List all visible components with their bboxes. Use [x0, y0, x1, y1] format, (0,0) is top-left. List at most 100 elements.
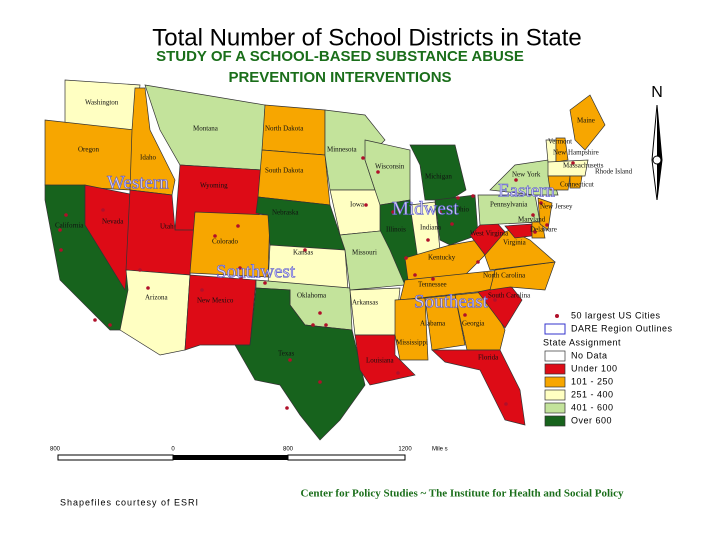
state	[547, 175, 571, 191]
city-dot	[138, 268, 142, 272]
city-dot	[463, 313, 467, 317]
state-label: Georgia	[462, 320, 485, 328]
state	[189, 211, 271, 278]
state	[257, 149, 331, 206]
state-label: Nebraska	[272, 209, 299, 217]
city-dot	[239, 276, 243, 280]
city-dot	[364, 203, 368, 207]
state-label: Utah	[160, 223, 174, 231]
city-dot	[571, 161, 575, 165]
center-credit: Center for Policy Studies ~ The Institut…	[301, 488, 624, 500]
state	[349, 287, 401, 336]
city-dot	[504, 402, 508, 406]
north-arrow	[651, 104, 663, 201]
city-dot	[285, 406, 289, 410]
scale-label: 800	[50, 447, 61, 453]
state	[234, 287, 366, 441]
state-label: Delaware	[530, 226, 557, 234]
city-dot	[93, 318, 97, 322]
city-dot	[236, 224, 240, 228]
city-dot	[539, 201, 543, 205]
state	[431, 349, 526, 426]
state-label: Oregon	[78, 146, 99, 154]
state-label: Oklahoma	[297, 292, 327, 300]
city-dot	[476, 260, 480, 264]
state	[555, 137, 569, 163]
city-dot	[404, 256, 408, 260]
city-dot	[58, 228, 62, 232]
state-label: Pennsylvania	[490, 201, 528, 209]
city-dot	[397, 208, 401, 212]
city-dot	[450, 222, 454, 226]
state-label: Wisconsin	[375, 163, 405, 171]
legend-swatch	[544, 389, 566, 401]
state-label: Kentucky	[428, 254, 456, 262]
city-dot	[238, 266, 242, 270]
city-dot	[324, 323, 328, 327]
state-label: Missouri	[352, 249, 377, 257]
legend-city-dot	[555, 314, 559, 318]
state-label: Maryland	[518, 216, 546, 224]
city-dot	[426, 238, 430, 242]
city-dot	[318, 311, 322, 315]
city-dot	[59, 248, 63, 252]
legend-label: 101 - 250	[571, 376, 614, 386]
state-label: Iowa	[350, 201, 365, 209]
state	[547, 159, 589, 177]
city-dot	[531, 213, 535, 217]
state-label: Massachusetts	[563, 162, 604, 170]
state-label: California	[55, 222, 84, 230]
city-dot	[64, 213, 68, 217]
legend-label: DARE Region Outlines	[571, 323, 673, 333]
city-dot	[101, 208, 105, 212]
state-label: Florida	[478, 354, 499, 362]
state-label: Connecticut	[560, 181, 594, 189]
city-dot	[471, 194, 475, 198]
state	[129, 87, 176, 196]
state-label: Nevada	[102, 218, 124, 226]
state-label: Montana	[193, 125, 219, 133]
state-label: Texas	[278, 350, 295, 358]
scale-label: Mile s	[432, 447, 448, 453]
city-dot	[413, 273, 417, 277]
city-dot	[303, 248, 307, 252]
legend-swatch	[544, 350, 566, 362]
state-label: Virginia	[503, 239, 527, 247]
city-dot	[213, 234, 217, 238]
state	[569, 94, 606, 151]
state-label: Maine	[577, 117, 595, 125]
state	[424, 294, 466, 351]
region-label: Eastern	[498, 180, 555, 201]
legend-label: Under 100	[571, 363, 618, 373]
region-label: Southwest	[216, 261, 296, 282]
scale-label: 800	[283, 447, 294, 453]
state-label: West Virginia	[470, 230, 509, 238]
city-dot	[318, 380, 322, 384]
city-dot	[514, 178, 518, 182]
subtitle: PREVENTION INTERVENTIONS	[228, 69, 451, 86]
scale-label: 1200	[398, 447, 412, 453]
city-dot	[376, 170, 380, 174]
state-label: Kansas	[293, 249, 313, 257]
city-dot	[263, 281, 267, 285]
city-dot	[311, 323, 315, 327]
state-label: South Dakota	[265, 167, 304, 175]
legend-outline-swatch	[544, 323, 566, 335]
legend-label: 251 - 400	[571, 389, 614, 399]
state-label: Tennessee	[418, 281, 447, 289]
state-label: Mississippi	[396, 339, 428, 347]
state-label: Illinois	[386, 226, 406, 234]
legend-heading: State Assignment	[543, 337, 621, 347]
state-label: New Hampshire	[553, 149, 599, 157]
city-dot	[146, 286, 150, 290]
state-label: Wyoming	[200, 182, 228, 190]
state-label: North Carolina	[483, 272, 526, 280]
legend-swatch	[544, 415, 566, 427]
state-label: Arkansas	[352, 299, 378, 307]
legend-swatch	[544, 363, 566, 375]
north-label: N	[651, 84, 663, 101]
scale-bar	[57, 454, 406, 461]
city-dot	[288, 358, 292, 362]
legend-swatch	[544, 376, 566, 388]
states	[44, 79, 606, 441]
